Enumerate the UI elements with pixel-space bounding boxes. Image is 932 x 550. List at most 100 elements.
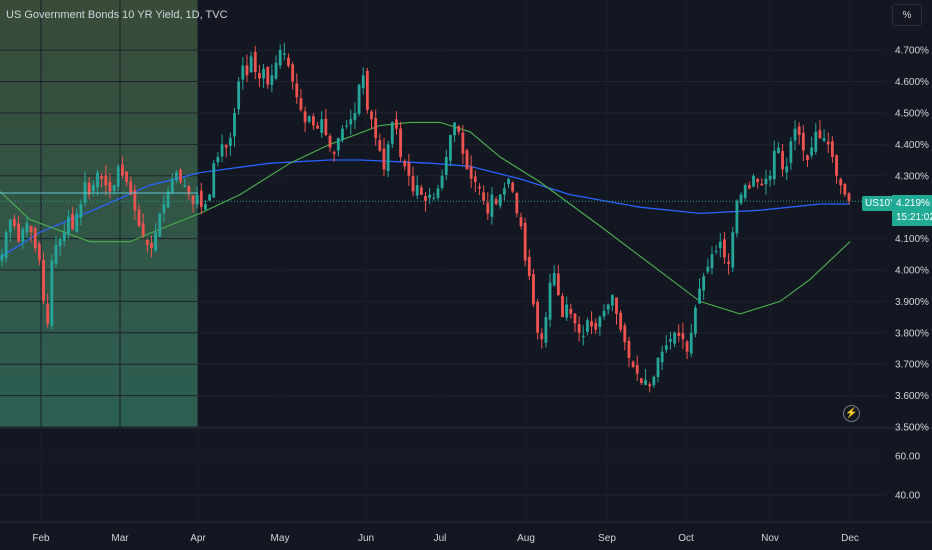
candle [714,244,718,255]
candle [781,144,784,177]
candle-body [656,357,660,377]
candle [316,121,319,129]
candle-body [316,125,319,129]
candle [390,120,394,149]
y-tick-label: 4.000% [895,265,929,276]
candle [818,120,822,140]
candle-body [332,151,336,154]
lower-tick-label: 60.00 [895,452,920,463]
candle [324,108,328,137]
candle [540,328,544,349]
candle-body [378,140,382,151]
candle [266,66,270,89]
candle-body [320,119,324,133]
candle [498,193,502,209]
candle [698,278,701,304]
candle [453,122,456,143]
candle [341,124,344,143]
candle-body [54,244,58,264]
candle [494,196,498,206]
candle-body [50,260,54,326]
candle [727,253,730,275]
candle-body [482,192,486,201]
candle-body [835,155,838,176]
candle [664,334,668,354]
candle [689,324,693,358]
candle [158,212,162,237]
candle-body [706,266,710,272]
candle [502,182,506,201]
candle [253,45,257,80]
candle-body [307,116,311,122]
candle-body [739,194,743,204]
candle [8,218,12,242]
candle-body [58,238,62,247]
candle [274,55,278,81]
candle-body [96,172,99,188]
candle [801,125,805,162]
candle [345,120,349,129]
candle [353,102,357,130]
candle [677,324,681,343]
candle-body [71,214,74,230]
candle [291,61,295,90]
candle [602,304,606,321]
candle [768,170,772,187]
candle-body [199,190,203,208]
candle [673,331,677,348]
y-tick-label: 4.400% [895,140,929,151]
candle [29,225,33,243]
candle [399,121,402,162]
lightning-icon[interactable]: ⚡ [843,405,860,422]
candle [179,168,182,184]
candle [166,186,170,208]
candle-body [847,193,851,202]
candle [814,123,818,155]
candle-body [615,297,618,314]
candle-body [228,138,232,146]
candle-body [361,75,365,89]
candle [141,213,145,239]
x-tick-label: Jul [434,533,447,544]
candle [710,246,714,275]
candle-body [233,112,236,137]
candle [548,273,552,328]
candle [54,236,58,268]
candle-body [532,273,535,305]
candle-body [689,332,693,354]
candle-body [158,213,162,237]
candle-body [544,317,548,343]
candle-body [843,183,847,195]
candle-body [602,310,606,317]
candle-body [677,332,681,336]
candle-body [673,332,677,344]
candle [50,254,54,330]
candle-body [494,199,498,205]
candle-body [801,132,805,151]
candle [478,183,481,196]
candle-body [777,147,780,153]
percent-scale-button[interactable]: % [892,4,922,26]
candle [191,195,195,213]
candle [270,64,274,93]
candle [287,53,290,68]
candle-body [399,128,402,157]
candle-body [681,333,685,340]
current-price-label: 4.219% 15:21:02 [892,195,932,226]
candle-body [577,324,581,333]
candle [507,177,510,189]
candle-body [619,312,623,330]
candle [224,143,228,158]
candle [619,310,623,333]
candle-body [79,204,83,218]
candle [262,64,265,89]
candle-body [457,126,461,132]
candle-body [33,227,37,248]
candle-body [266,66,270,85]
candle [669,331,672,350]
candle-body [112,185,116,191]
candle [419,184,423,196]
candle-body [693,307,697,334]
candle [183,178,187,188]
